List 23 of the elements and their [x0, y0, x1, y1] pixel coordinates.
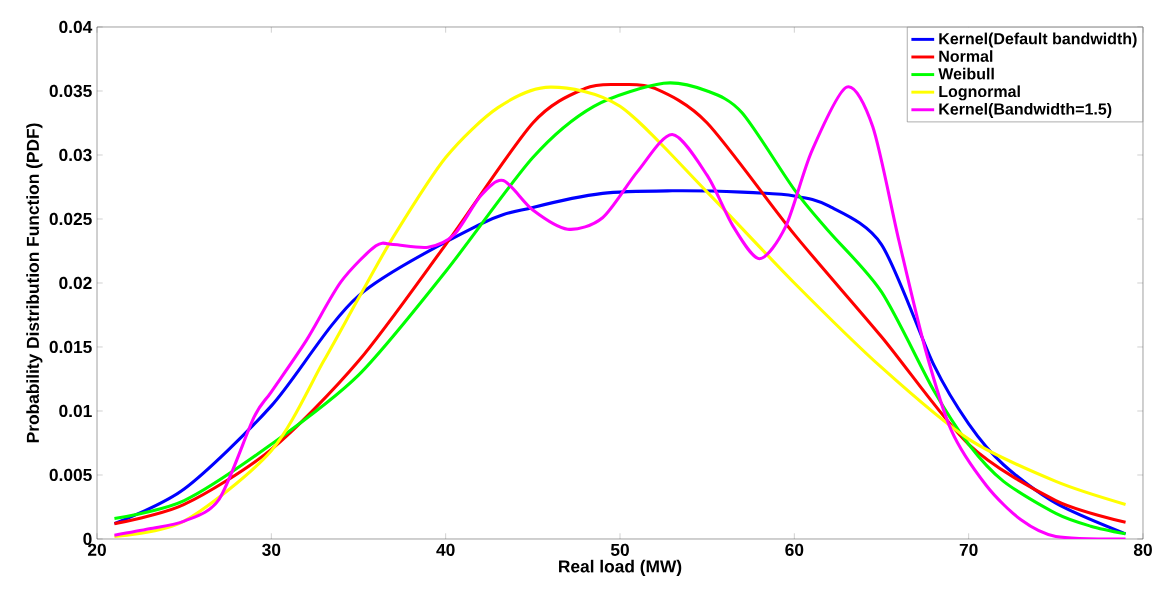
x-tick-label: 20	[87, 543, 106, 556]
y-tick-label: 0.04	[59, 20, 93, 34]
x-axis-title: Real load (MW)	[559, 559, 682, 576]
x-tick-label: 80	[1133, 543, 1152, 556]
legend-label: Kernel(Default bandwidth)	[939, 32, 1137, 48]
y-axis-title: Probability Distribution Function (PDF)	[26, 123, 43, 443]
x-tick-label: 40	[436, 543, 455, 556]
x-tick-label: 70	[959, 543, 978, 556]
y-tick-label: 0.02	[59, 276, 92, 290]
legend-label: Kernel(Bandwidth=1.5)	[939, 102, 1112, 118]
legend-label: Lognormal	[939, 85, 1020, 101]
x-tick-label: 60	[785, 543, 804, 556]
y-tick-label: 0.035	[49, 84, 92, 98]
y-tick-label: 0.01	[59, 404, 92, 418]
x-tick-label: 30	[262, 543, 281, 556]
y-tick-label: 0	[83, 532, 92, 546]
legend-label: Normal	[939, 50, 993, 62]
y-tick-label: 0.005	[49, 468, 92, 482]
x-tick-label: 50	[610, 543, 629, 556]
y-tick-label: 0.025	[49, 212, 92, 226]
y-tick-label: 0.015	[49, 340, 92, 354]
y-tick-label: 0.03	[59, 148, 92, 162]
legend-label: Weibull	[938, 67, 994, 80]
